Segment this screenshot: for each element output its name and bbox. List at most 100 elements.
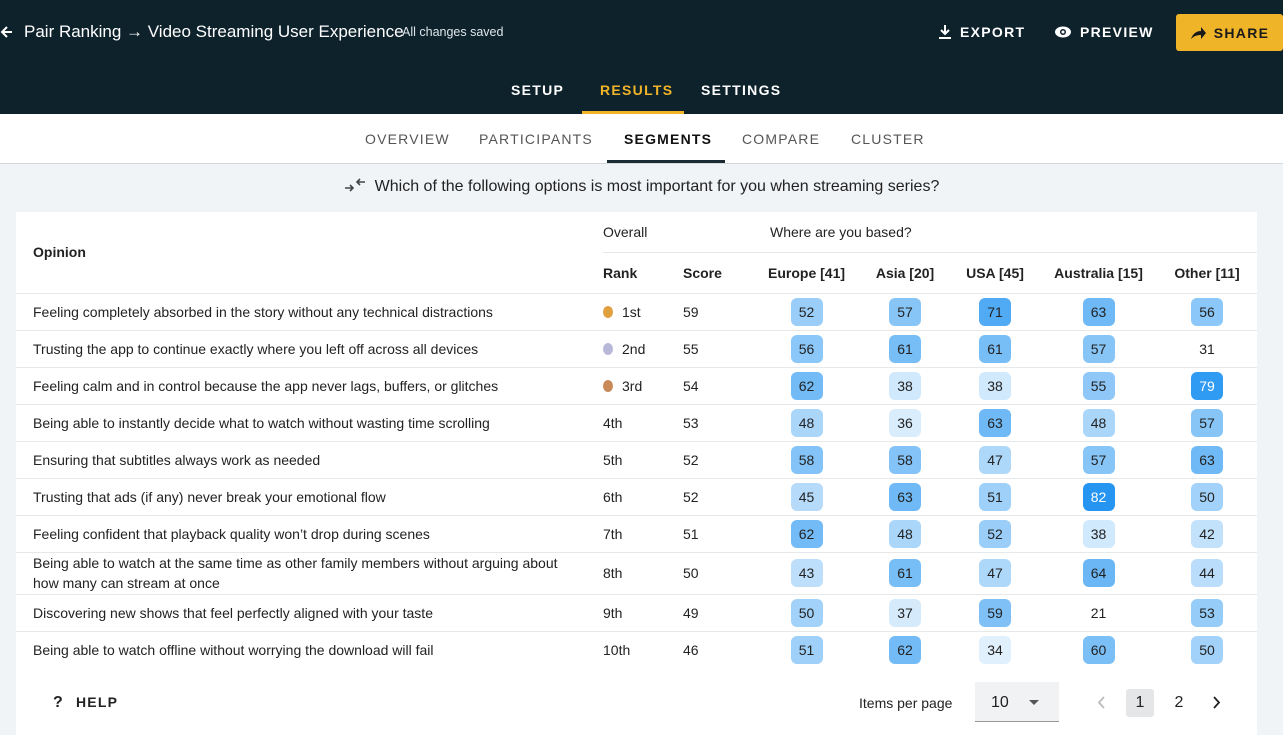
page-button[interactable]: 2 [1174,694,1184,711]
segment-value: 44 [1191,559,1224,587]
segment-cell: 45 [753,477,861,515]
subtab-active[interactable]: SEGMENTS [624,131,713,147]
score-cell: 52 [683,477,754,515]
rank-text: 4th [603,414,623,431]
segment-cell: 61 [860,329,951,367]
segment-cell: 50 [1157,630,1258,668]
table-row: Feeling calm and in control because the … [16,366,1258,404]
items-per-page-label: Items per page [859,695,953,711]
next-page[interactable] [1213,696,1221,709]
rank-cell: 2nd [603,329,683,367]
segment-cell: 48 [1040,403,1158,441]
page-title: Pair Ranking → Video Streaming User Expe… [24,22,404,41]
segment-cell: 63 [950,403,1041,441]
segment-value: 47 [979,559,1012,587]
preview-button[interactable]: PREVIEW [1054,24,1154,40]
eye-icon [1055,26,1071,38]
export-button[interactable]: EXPORT [938,24,1025,40]
segment-cell: 57 [1040,440,1158,478]
share-button[interactable]: SHARE [1176,14,1283,51]
segment-value: 48 [889,519,922,548]
subtab[interactable]: COMPARE [742,131,821,147]
table-row: Being able to watch offline without worr… [16,630,1258,668]
column-header: Other [11] [1174,264,1240,281]
segment-cell: 60 [1040,630,1158,668]
opinion-text: Feeling completely absorbed in the story… [33,303,493,320]
score-text: 55 [683,340,699,357]
share-icon [1190,26,1206,39]
score-text: 50 [683,565,699,581]
segment-cell: 50 [1157,477,1258,515]
segment-value: 79 [1191,371,1224,400]
header-row: Opinion Overall Where are you based? [16,212,1258,260]
opinion-cell: Feeling confident that playback quality … [16,514,603,552]
segment-value: 38 [979,371,1012,400]
opinion-cell: Being able to watch at the same time as … [16,551,603,594]
opinion-cell: Trusting the app to continue exactly whe… [16,329,603,367]
segment-cell: 51 [950,477,1041,515]
rank-text: 6th [603,488,623,505]
segment-value: 58 [889,445,922,474]
question: Which of the following options is most i… [0,178,1283,196]
segment-cell: 38 [950,366,1041,404]
rank-cell: 10th [603,630,683,668]
segment-cell: 62 [860,630,951,668]
segment-cell: 62 [753,366,861,404]
segment-value: 38 [889,371,922,400]
subtab[interactable]: CLUSTER [851,131,925,147]
segment-value: 56 [790,334,823,363]
segment-value: 64 [1082,559,1115,587]
table-head: Opinion Overall Where are you based? Ran… [16,212,1258,293]
opinion-cell: Discovering new shows that feel perfectl… [16,593,603,631]
segment-cell: 56 [753,329,861,367]
save-status: All changes saved [402,25,504,39]
segment-cell: 47 [950,551,1041,594]
opinion-cell: Feeling completely absorbed in the story… [16,292,603,330]
segment-cell: 34 [950,630,1041,668]
back-icon[interactable] [0,24,14,40]
segment-value: 52 [979,519,1012,548]
rank-text: 8th [603,565,623,581]
segment-value: 51 [979,482,1012,511]
segment-cell: 79 [1157,366,1258,404]
segment-value: 71 [979,297,1012,326]
column-header: Europe [41] [768,264,846,281]
score-cell: 52 [683,440,754,478]
subtab[interactable]: OVERVIEW [365,131,450,147]
segment-cell: 61 [950,329,1041,367]
segment-value: 61 [979,334,1012,363]
score-text: 54 [683,377,699,394]
segment-cell: 31 [1157,329,1258,367]
table-row: Feeling completely absorbed in the story… [16,292,1258,330]
segment-value: 48 [790,408,823,437]
segment-value: 50 [790,598,823,627]
segment-value: 50 [1191,635,1224,664]
table-row: Ensuring that subtitles always work as n… [16,440,1258,478]
app-bar: Pair Ranking → Video Streaming User Expe… [0,0,1283,114]
rank-cell: 7th [603,514,683,552]
segment-value: 62 [790,519,823,548]
column-header: Rank [603,264,638,281]
rank-cell: 9th [603,593,683,631]
opinion-cell: Being able to instantly decide what to w… [16,403,603,441]
help-button[interactable]: ? HELP [53,694,118,712]
items-per-page-select[interactable]: 10 [975,682,1059,722]
column-header: USA [45] [966,264,1024,281]
rank-cell: 1st [603,292,683,330]
segment-value: 61 [889,559,922,587]
subtab-indicator [607,160,725,163]
tab-active[interactable]: RESULTS [600,82,674,98]
tab[interactable]: SETTINGS [701,82,782,98]
medal-icon [603,342,613,355]
opinion-text: Trusting that ads (if any) never break y… [33,488,386,505]
help-label: HELP [75,694,119,710]
segment-cell: 59 [950,593,1041,631]
segment-value: 62 [889,635,922,664]
subtab[interactable]: PARTICIPANTS [479,131,593,147]
opinion-cell: Trusting that ads (if any) never break y… [16,477,603,515]
page-button-active[interactable]: 1 [1126,689,1154,717]
prev-page[interactable] [1097,696,1105,709]
column-header: Asia [20] [875,264,935,281]
tab[interactable]: SETUP [511,82,565,98]
